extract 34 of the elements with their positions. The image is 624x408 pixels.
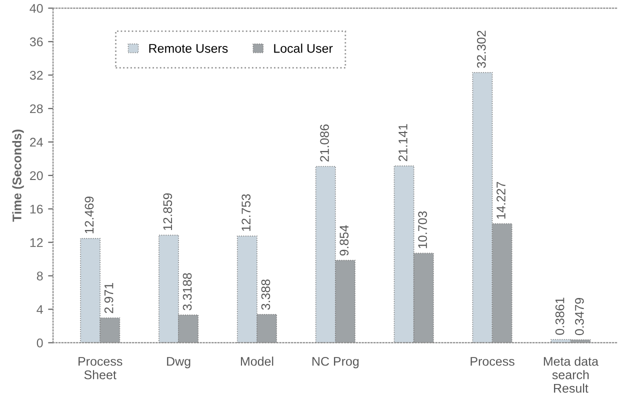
legend-label: Local User xyxy=(274,44,333,53)
y-axis-title: Time (Seconds) xyxy=(12,130,24,222)
y-tick-label: 32 xyxy=(30,70,43,80)
x-tick-label: Model xyxy=(240,356,274,366)
data-label: 2.971 xyxy=(104,283,114,314)
data-label: 9.854 xyxy=(340,225,349,256)
y-tick-label: 40 xyxy=(30,4,43,13)
data-label: 3.3188 xyxy=(182,273,192,310)
data-label: 0.3479 xyxy=(575,298,584,336)
x-tick-label: Process Sheet xyxy=(78,357,122,380)
x-tick-label: NC Prog xyxy=(312,356,359,368)
data-label: 10.703 xyxy=(418,211,427,248)
data-label: 12.753 xyxy=(242,194,251,231)
x-tick-label: Dwg xyxy=(167,357,190,368)
y-tick-label: 36 xyxy=(30,37,43,46)
y-tick-label: 16 xyxy=(30,204,43,214)
y-tick-label: 12 xyxy=(30,238,43,247)
data-label: 12.859 xyxy=(163,193,172,230)
data-label: 3.388 xyxy=(261,279,270,310)
data-label: 14.227 xyxy=(496,182,506,219)
y-tick-label: 24 xyxy=(30,138,43,147)
y-tick-label: 4 xyxy=(36,305,43,314)
data-label: 12.469 xyxy=(84,196,94,234)
x-tick-label: Meta data search Result xyxy=(544,356,598,393)
data-label: 0.3861 xyxy=(555,298,564,335)
x-tick-label: Process xyxy=(470,357,514,366)
data-label: 21.086 xyxy=(320,124,329,162)
y-tick-label: 28 xyxy=(30,104,43,114)
data-label: 32.302 xyxy=(476,30,486,68)
y-tick-label: 8 xyxy=(36,272,43,280)
legend-label: Remote Users xyxy=(149,44,228,53)
y-tick-label: 0 xyxy=(36,338,43,348)
y-tick-label: 20 xyxy=(30,171,43,180)
data-label: 21.141 xyxy=(398,124,408,162)
